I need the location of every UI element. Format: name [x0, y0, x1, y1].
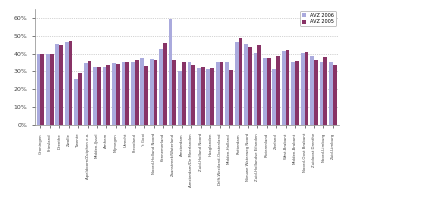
- Bar: [78, 73, 82, 125]
- Bar: [106, 65, 110, 125]
- Bar: [273, 69, 276, 125]
- Bar: [282, 51, 286, 125]
- Bar: [210, 68, 214, 125]
- Bar: [229, 70, 233, 125]
- Bar: [248, 47, 252, 125]
- Bar: [239, 38, 242, 125]
- Bar: [169, 19, 172, 125]
- Bar: [197, 68, 201, 125]
- Bar: [50, 54, 53, 125]
- Legend: AVZ 2006, AVZ 2005: AVZ 2006, AVZ 2005: [299, 11, 336, 26]
- Bar: [59, 44, 63, 125]
- Bar: [323, 57, 327, 125]
- Bar: [40, 54, 44, 125]
- Bar: [244, 44, 248, 125]
- Bar: [135, 60, 138, 125]
- Bar: [191, 65, 195, 125]
- Bar: [88, 61, 91, 125]
- Bar: [225, 62, 229, 125]
- Bar: [314, 60, 318, 125]
- Bar: [320, 62, 323, 125]
- Bar: [333, 65, 337, 125]
- Bar: [291, 62, 295, 125]
- Bar: [187, 62, 191, 125]
- Bar: [172, 60, 176, 125]
- Bar: [144, 66, 148, 125]
- Bar: [46, 54, 50, 125]
- Bar: [301, 53, 305, 125]
- Bar: [253, 53, 257, 125]
- Bar: [84, 63, 88, 125]
- Bar: [295, 61, 299, 125]
- Bar: [103, 67, 106, 125]
- Bar: [69, 41, 72, 125]
- Bar: [276, 56, 280, 125]
- Bar: [329, 62, 333, 125]
- Bar: [178, 71, 182, 125]
- Bar: [163, 43, 167, 125]
- Bar: [235, 42, 239, 125]
- Bar: [36, 54, 40, 125]
- Bar: [97, 67, 101, 125]
- Bar: [263, 58, 267, 125]
- Bar: [93, 67, 97, 125]
- Bar: [122, 62, 125, 125]
- Bar: [216, 62, 220, 125]
- Bar: [220, 62, 224, 125]
- Bar: [140, 58, 144, 125]
- Bar: [286, 50, 289, 125]
- Bar: [207, 69, 210, 125]
- Bar: [131, 62, 135, 125]
- Bar: [125, 62, 129, 125]
- Bar: [112, 63, 116, 125]
- Bar: [154, 60, 158, 125]
- Bar: [201, 67, 204, 125]
- Bar: [74, 79, 78, 125]
- Bar: [267, 58, 270, 125]
- Bar: [310, 56, 314, 125]
- Bar: [159, 49, 163, 125]
- Bar: [257, 45, 261, 125]
- Bar: [116, 64, 120, 125]
- Bar: [305, 52, 308, 125]
- Bar: [150, 59, 154, 125]
- Bar: [56, 44, 59, 125]
- Bar: [182, 62, 186, 125]
- Bar: [65, 42, 69, 125]
